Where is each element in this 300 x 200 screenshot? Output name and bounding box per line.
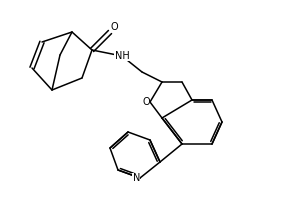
Text: NH: NH <box>115 51 129 61</box>
Text: O: O <box>142 97 150 107</box>
Text: O: O <box>110 22 118 32</box>
Text: N: N <box>133 173 140 183</box>
